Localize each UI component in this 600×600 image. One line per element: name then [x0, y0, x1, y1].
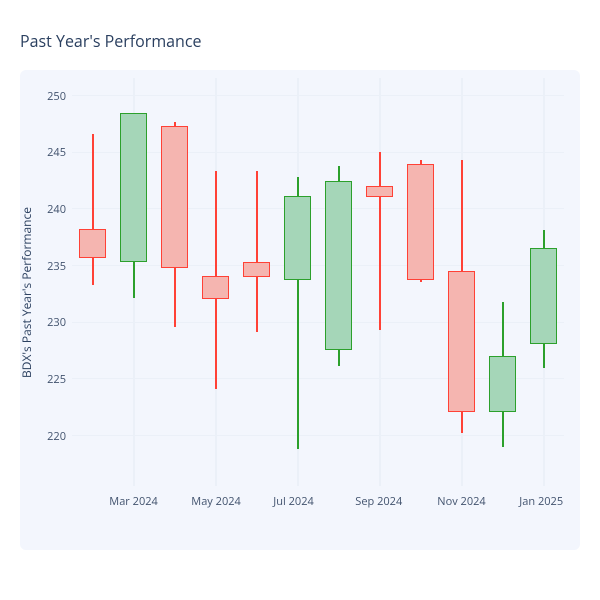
y-gridline: [72, 95, 564, 96]
candle-body: [243, 262, 270, 278]
candle-body: [79, 229, 106, 258]
y-tick-label: 245: [47, 145, 66, 160]
y-gridline: [72, 322, 564, 323]
y-axis-title: BDX's Past Year's Performance: [18, 207, 35, 378]
candle-body: [366, 186, 393, 197]
candle-body: [325, 181, 352, 350]
candle-wick: [92, 134, 94, 286]
y-gridline: [72, 265, 564, 266]
x-tick-label: Mar 2024: [109, 494, 158, 509]
candle-body: [530, 248, 557, 344]
y-tick-label: 230: [47, 315, 66, 330]
x-tick-label: Nov 2024: [437, 494, 485, 509]
x-tick-label: Jan 2025: [519, 494, 563, 509]
candle-body: [284, 196, 311, 280]
candle-body: [120, 113, 147, 261]
y-tick-label: 235: [47, 259, 66, 274]
y-tick-label: 250: [47, 89, 66, 104]
plot-area: [72, 78, 564, 486]
candle-wick: [256, 171, 258, 332]
candle-wick: [379, 152, 381, 330]
x-tick-label: May 2024: [191, 494, 241, 509]
y-gridline: [72, 435, 564, 436]
y-tick-label: 225: [47, 372, 66, 387]
y-tick-label: 220: [47, 429, 66, 444]
candle-body: [489, 356, 516, 413]
chart-title: Past Year's Performance: [20, 30, 202, 52]
candle-body: [407, 164, 434, 280]
chart-frame: Past Year's Performance BDX's Past Year'…: [0, 0, 600, 600]
x-tick-label: Jul 2024: [273, 494, 314, 509]
candle-body: [448, 271, 475, 413]
y-tick-label: 240: [47, 202, 66, 217]
candle-body: [161, 126, 188, 269]
candle-body: [202, 276, 229, 299]
x-tick-label: Sep 2024: [355, 494, 402, 509]
